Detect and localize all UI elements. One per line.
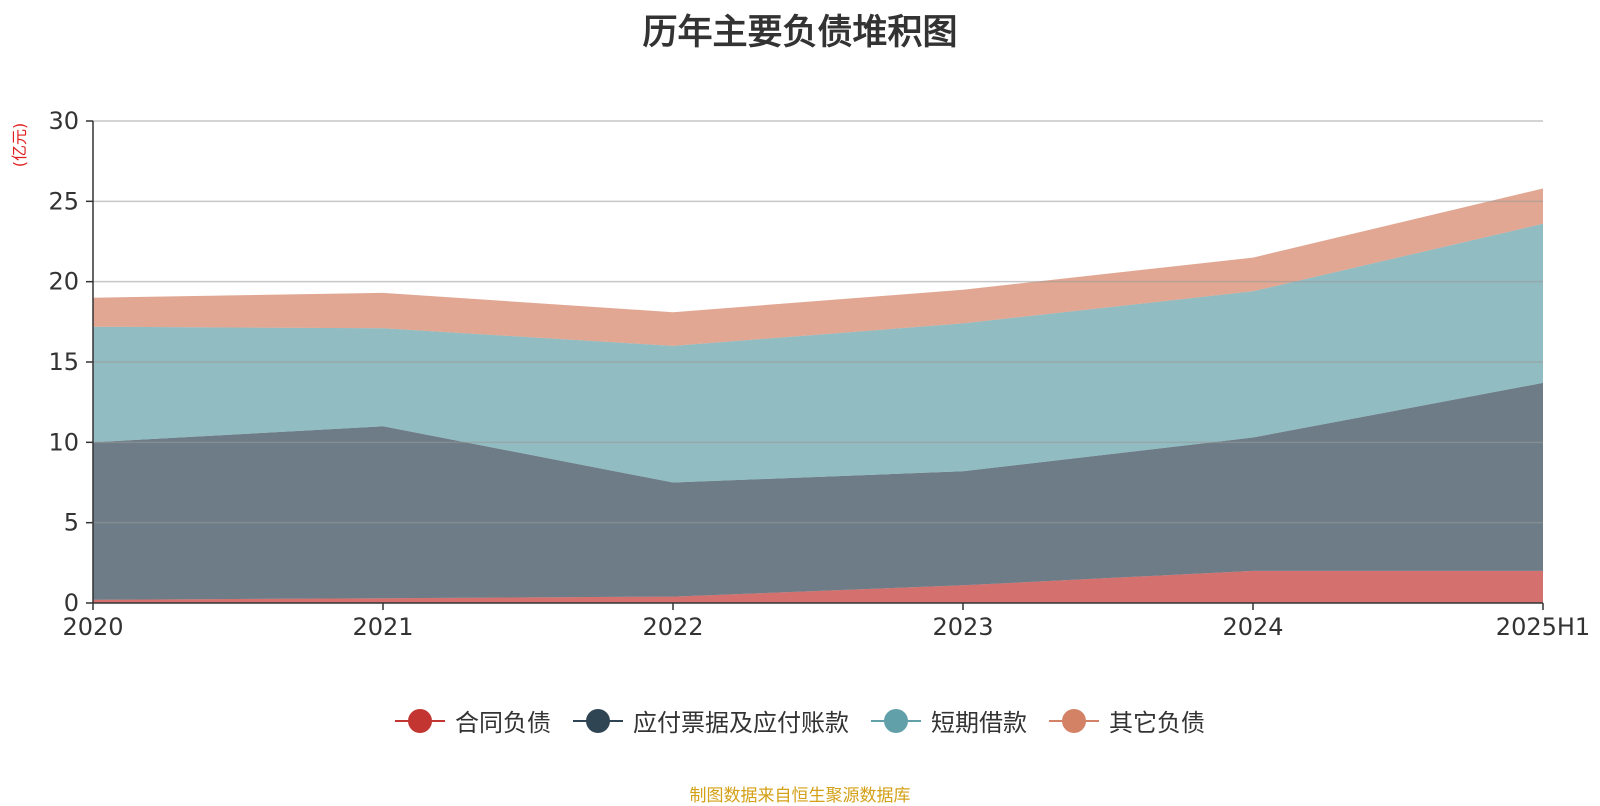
legend-marker-icon (395, 708, 445, 734)
legend-item-0[interactable]: 合同负债 (395, 703, 551, 738)
y-tick-label: 30 (48, 107, 79, 135)
x-tick-label: 2025H1 (1496, 613, 1590, 641)
y-axis-unit: (亿元) (10, 123, 29, 168)
area-series-0 (93, 570, 1543, 603)
area-series-3 (93, 188, 1543, 346)
legend-label: 其它负债 (1109, 709, 1205, 737)
x-tick-label: 2022 (642, 613, 703, 641)
x-tick-label: 2020 (62, 613, 123, 641)
legend-marker-icon (573, 708, 623, 734)
legend: 合同负债 应付票据及应付账款 短期借款 其它负债 (0, 703, 1600, 738)
y-tick-label: 5 (64, 509, 79, 537)
chart-title: 历年主要负债堆积图 (642, 13, 958, 53)
y-tick-label: 10 (48, 428, 79, 456)
area-series-2 (93, 223, 1543, 483)
legend-item-1[interactable]: 应付票据及应付账款 (573, 703, 849, 738)
legend-label: 应付票据及应付账款 (633, 709, 849, 737)
y-tick-label: 15 (48, 348, 79, 376)
legend-label: 合同负债 (455, 709, 551, 737)
area-series-1 (93, 382, 1543, 600)
x-tick-label: 2021 (352, 613, 413, 641)
legend-marker-icon (1049, 708, 1099, 734)
legend-marker-icon (871, 708, 921, 734)
legend-label: 短期借款 (931, 709, 1027, 737)
y-tick-label: 0 (64, 589, 79, 617)
x-tick-label: 2023 (932, 613, 993, 641)
legend-item-2[interactable]: 短期借款 (871, 703, 1027, 738)
y-tick-label: 20 (48, 268, 79, 296)
legend-item-3[interactable]: 其它负债 (1049, 703, 1205, 738)
y-tick-label: 25 (48, 187, 79, 215)
x-tick-label: 2024 (1222, 613, 1283, 641)
source-note: 制图数据来自恒生聚源数据库 (689, 786, 911, 806)
